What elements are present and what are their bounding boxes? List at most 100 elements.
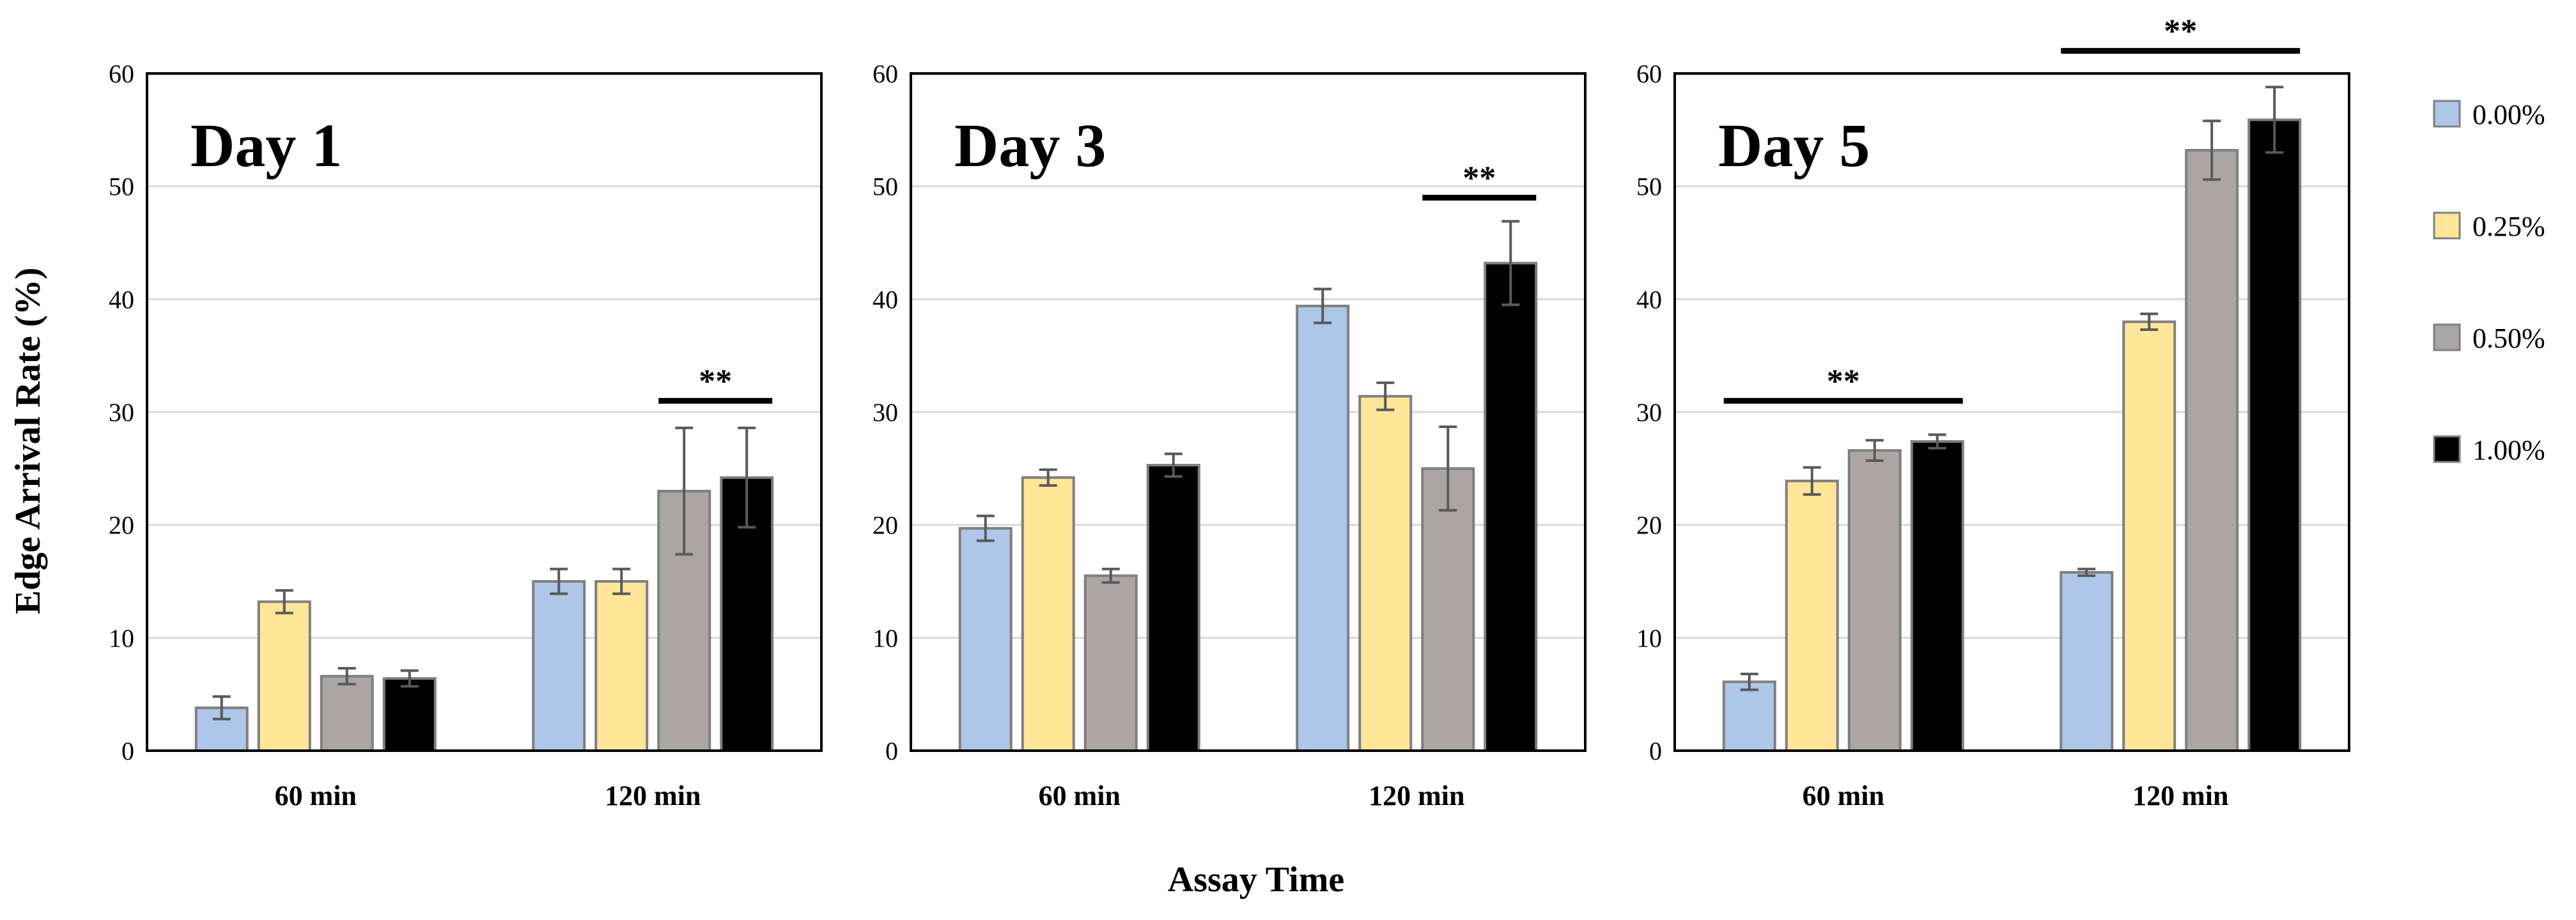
bar <box>1722 680 1776 752</box>
x-tick-label: 60 min <box>1803 780 1884 811</box>
plot-frame <box>146 72 823 752</box>
bar <box>1910 440 1964 753</box>
error-bar <box>212 695 231 721</box>
error-bar <box>338 667 356 686</box>
plot-frame <box>1673 72 2350 752</box>
panel-1: 0 10 20 30 40 50 60 60 min 120 min ** Day 1 <box>109 59 823 811</box>
y-tick-label: 0 <box>121 737 134 765</box>
error-bar <box>1740 672 1758 691</box>
error-bar <box>612 567 631 595</box>
error-bar <box>1439 425 1457 512</box>
y-tick-label: 30 <box>873 398 898 427</box>
y-tick-label: 30 <box>109 398 134 427</box>
legend-item: 0.50% <box>2433 323 2545 354</box>
y-tick-label: 60 <box>873 59 898 88</box>
error-bar <box>1865 439 1884 462</box>
y-tick-label: 0 <box>1649 737 1662 765</box>
y-axis-title: Edge Arrival Rate (%) <box>8 268 48 615</box>
error-bar <box>1101 567 1120 584</box>
error-bar <box>275 589 293 615</box>
y-tick-label: 10 <box>1636 624 1662 652</box>
error-bar <box>2077 567 2096 578</box>
significance-label: ** <box>699 363 732 399</box>
bar <box>320 675 374 753</box>
legend-swatch <box>2433 435 2461 463</box>
y-tick-label: 60 <box>1636 59 1662 88</box>
bar <box>257 600 311 752</box>
legend-item: 1.00% <box>2433 434 2545 466</box>
y-tick-label: 0 <box>885 737 898 765</box>
panel-3: 0 10 20 30 40 50 60 60 min 120 min ** ** Day 5 <box>1636 13 2350 811</box>
y-tick-label: 20 <box>873 511 898 540</box>
x-tick-label: 120 min <box>1369 780 1464 811</box>
bar <box>1146 464 1200 752</box>
bar <box>1296 304 1350 752</box>
legend-label: 0.25% <box>2472 211 2545 242</box>
error-bar <box>675 426 694 556</box>
y-tick-label: 60 <box>109 59 134 88</box>
legend-label: 1.00% <box>2472 434 2545 466</box>
error-bar <box>1039 468 1057 487</box>
panel-title: Day 3 <box>954 111 1106 180</box>
x-tick-label: 120 min <box>2132 780 2228 811</box>
bar <box>2247 118 2302 752</box>
y-tick-label: 40 <box>1636 285 1662 314</box>
bar <box>1785 479 1839 752</box>
legend-swatch <box>2433 211 2461 240</box>
bar <box>1083 574 1138 753</box>
y-tick-label: 20 <box>109 511 134 540</box>
legend-swatch <box>2433 100 2461 128</box>
bar <box>958 526 1013 752</box>
bar <box>1021 476 1075 752</box>
y-tick-label: 10 <box>873 624 898 652</box>
x-tick-label: 120 min <box>605 780 701 811</box>
panels: 0 10 20 30 40 50 60 60 min 120 min ** Day 1 0 10 20 30… <box>109 13 2350 811</box>
error-bar <box>1376 381 1395 411</box>
bar <box>2185 149 2239 752</box>
error-bar <box>1928 433 1946 450</box>
bar <box>532 580 586 752</box>
x-axis-title: Assay Time <box>1168 860 1344 900</box>
y-tick-label: 10 <box>109 624 134 652</box>
bar <box>1358 395 1413 752</box>
y-tick-label: 50 <box>1636 172 1662 201</box>
plot-frame <box>910 72 1587 752</box>
bar <box>382 677 437 753</box>
legend-label: 0.50% <box>2472 323 2545 354</box>
error-bar <box>1501 220 1520 307</box>
error-bar <box>2265 86 2284 154</box>
error-bar <box>976 514 995 542</box>
y-tick-label: 40 <box>109 285 134 314</box>
error-bar <box>2203 119 2221 181</box>
bar <box>2122 320 2176 752</box>
bar <box>2060 571 2114 752</box>
error-bar <box>400 669 419 688</box>
significance-label: ** <box>1463 160 1496 196</box>
legend-label: 0.00% <box>2472 99 2545 130</box>
x-tick-label: 60 min <box>275 780 357 811</box>
significance-label: ** <box>2164 13 2197 50</box>
bar <box>1484 261 1538 752</box>
error-bar <box>1164 452 1183 478</box>
error-bar <box>738 426 756 529</box>
y-tick-label: 40 <box>873 285 898 314</box>
x-tick-label: 60 min <box>1039 780 1121 811</box>
significance-label: ** <box>1827 363 1860 399</box>
error-bar <box>1803 466 1821 496</box>
panel-title: Day 5 <box>1718 111 1870 180</box>
panel-title: Day 1 <box>190 111 342 180</box>
bar <box>594 580 649 752</box>
legend-swatch <box>2433 323 2461 351</box>
error-bar <box>1314 288 1332 325</box>
y-tick-label: 50 <box>109 172 134 201</box>
y-tick-label: 30 <box>1636 398 1662 427</box>
y-tick-label: 50 <box>873 172 898 201</box>
error-bar <box>550 567 568 595</box>
legend: 0.00% 0.25% 0.50% 1.00% <box>2433 99 2545 466</box>
error-bar <box>2140 312 2159 332</box>
bar <box>1847 449 1902 752</box>
y-tick-label: 20 <box>1636 511 1662 540</box>
panel-2: 0 10 20 30 40 50 60 60 min 120 min ** Day 3 <box>873 59 1587 811</box>
legend-item: 0.00% <box>2433 99 2545 130</box>
